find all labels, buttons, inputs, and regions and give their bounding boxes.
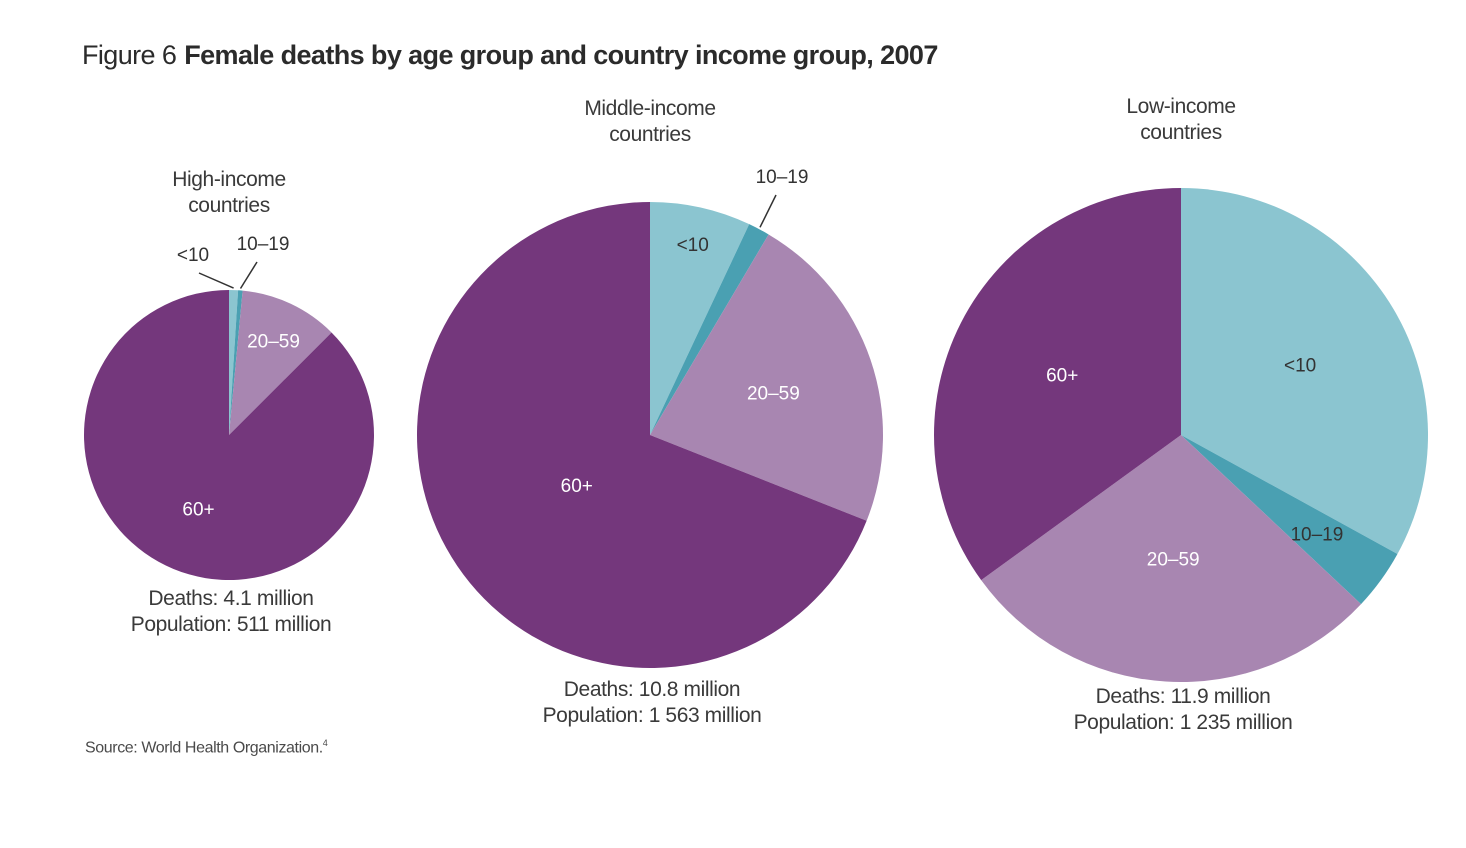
slice-label-lt10: <10 xyxy=(677,235,709,256)
deaths-summary: Deaths: 4.1 million xyxy=(148,587,313,610)
slice-10-19 xyxy=(650,224,769,435)
pie-title-line: Middle-income xyxy=(584,97,715,120)
figure-title-text: Female deaths by age group and country i… xyxy=(184,40,938,70)
slice-lt10 xyxy=(650,202,750,435)
slice-label-20-59: 20–59 xyxy=(1147,549,1200,570)
population-summary: Population: 1 563 million xyxy=(543,704,762,727)
slice-lt10 xyxy=(229,290,239,435)
slice-label-60plus: 60+ xyxy=(561,476,593,497)
slice-label-10-19: 10–19 xyxy=(1290,525,1343,546)
slice-label-10-19: 10–19 xyxy=(237,234,290,255)
source-note: Source: World Health Organization.4 xyxy=(85,738,328,757)
slice-60plus xyxy=(83,290,374,580)
pie-title-line: Low-income xyxy=(1126,95,1235,118)
population-summary: Population: 511 million xyxy=(131,613,332,636)
pie-chart-2: <10 10–19 20–59 60+ Middle-income countries De… xyxy=(417,97,884,727)
slice-lt10 xyxy=(1181,188,1429,554)
slice-label-60plus: 60+ xyxy=(1046,365,1078,386)
slice-label-20-59: 20–59 xyxy=(247,332,300,353)
leader-line-10-19 xyxy=(759,194,777,228)
slice-label-lt10: <10 xyxy=(177,245,209,266)
pie-title-line: countries xyxy=(1140,121,1222,144)
slice-20-59 xyxy=(981,435,1362,683)
slice-20-59 xyxy=(650,234,884,521)
slice-60plus xyxy=(933,188,1181,581)
slice-20-59 xyxy=(229,290,332,435)
slice-label-lt10: <10 xyxy=(1284,356,1316,377)
slice-10-19 xyxy=(1181,435,1398,605)
slice-label-60plus: 60+ xyxy=(182,500,214,521)
slice-label-10-19: 10–19 xyxy=(756,167,809,188)
slice-label-20-59: 20–59 xyxy=(747,384,800,405)
population-summary: Population: 1 235 million xyxy=(1074,711,1293,734)
source-reference: 4 xyxy=(322,738,328,748)
leader-line-10-19 xyxy=(239,261,258,289)
deaths-summary: Deaths: 10.8 million xyxy=(564,678,740,701)
figure-title: Figure 6 Female deaths by age group and c… xyxy=(82,40,938,71)
pie-chart-1: <10 10–19 20–59 60+ High-income countries Deat… xyxy=(83,168,374,636)
pie-title-line: countries xyxy=(188,194,270,217)
figure-number: Figure 6 xyxy=(82,40,177,70)
pie-title-line: High-income xyxy=(172,168,285,191)
slice-60plus xyxy=(417,202,867,668)
pie-chart-3: <10 10–19 20–59 60+ Low-income countries Death… xyxy=(933,95,1429,734)
source-text: Source: World Health Organization. xyxy=(85,739,323,757)
pie-title-line: countries xyxy=(609,123,691,146)
deaths-summary: Deaths: 11.9 million xyxy=(1096,685,1271,708)
slice-10-19 xyxy=(229,290,243,435)
leader-line-lt10 xyxy=(198,272,234,289)
